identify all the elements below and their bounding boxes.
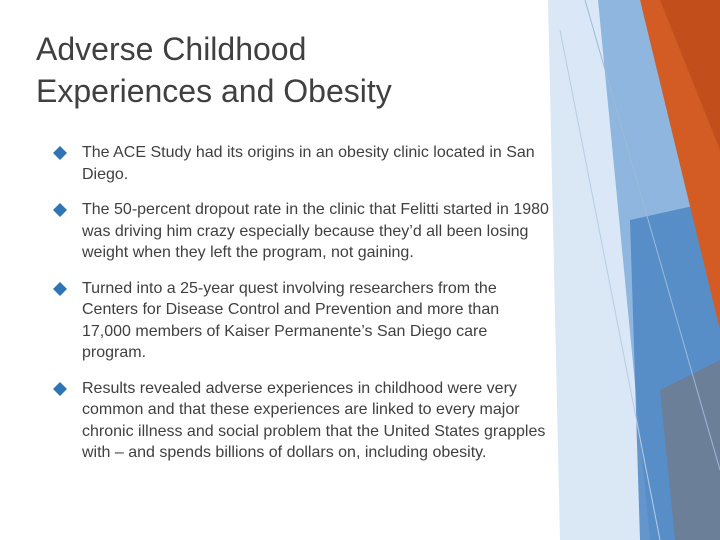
bullet-item-2: The 50-percent dropout rate in the clini… [52,199,552,264]
bullet-text-1: The ACE Study had its origins in an obes… [82,144,535,183]
diamond-bullet-icon [53,203,67,217]
diamond-bullet-icon [53,281,67,296]
bullet-item-1: The ACE Study had its origins in an obes… [52,142,552,185]
diamond-bullet-icon [53,381,67,396]
bullet-list: The ACE Study had its origins in an obes… [52,142,552,478]
bullet-text-4: Results revealed adverse experiences in … [82,379,546,462]
decor-line-1 [559,29,661,540]
bullet-item-3: Turned into a 25-year quest involving re… [52,278,552,364]
bullet-text-3: Turned into a 25-year quest involving re… [82,279,500,362]
title-line-2: Experiences and Obesity [36,73,392,109]
title-line-1: Adverse Childhood [36,31,307,67]
diamond-bullet-icon [53,146,67,160]
decor-light-blue-wedge [548,0,655,540]
decor-line-2 [584,0,720,471]
bullet-item-4: Results revealed adverse experiences in … [52,378,552,464]
decor-orange-shade [660,0,720,150]
decor-slate-base [660,360,720,540]
slide-title: Adverse Childhood Experiences and Obesit… [36,28,536,112]
bullet-text-2: The 50-percent dropout rate in the clini… [82,201,549,261]
